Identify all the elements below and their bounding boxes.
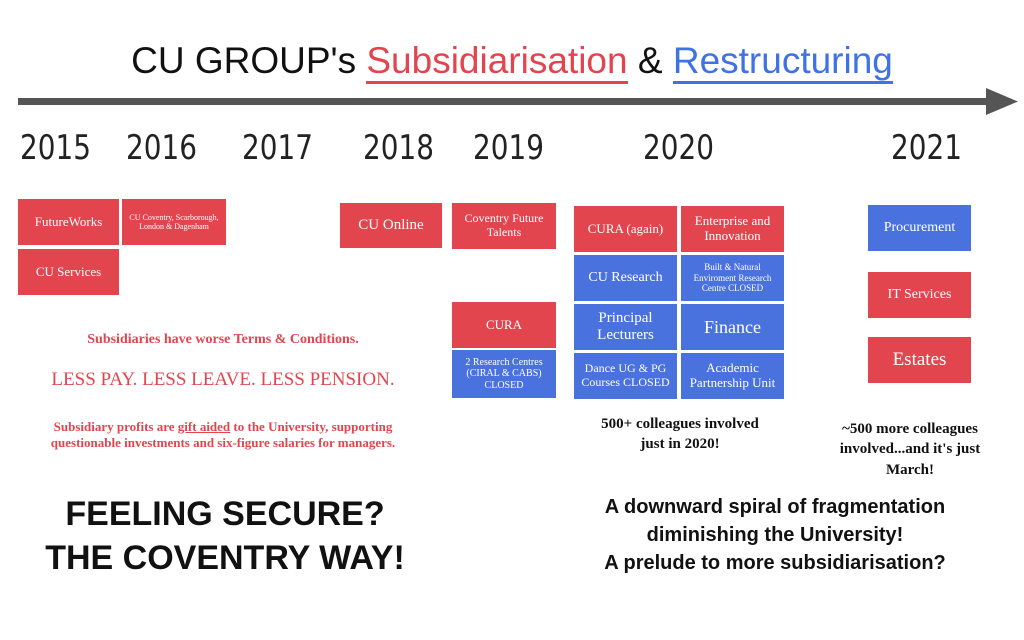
note-colleagues-2021-line1: ~500 more colleagues [842, 421, 978, 437]
note-colleagues-2020-line2: just in 2020! [640, 436, 720, 453]
slogan-feeling-secure: FEELING SECURE? [65, 495, 385, 533]
box-principal-lecturers: Principal Lecturers [574, 304, 677, 350]
box-cu-coventry: CU Coventry, Scarborough, London & Dagen… [122, 199, 226, 245]
box-procurement: Procurement [868, 205, 971, 251]
year-2016: 2016 [126, 128, 197, 168]
slogan-diminishing: diminishing the University! [646, 524, 904, 546]
box-futureworks: FutureWorks [18, 199, 119, 245]
title-subsidiarisation: Subsidiarisation [366, 40, 628, 84]
year-2017: 2017 [242, 128, 313, 168]
year-2015: 2015 [20, 128, 91, 168]
note-less-pay: LESS PAY. LESS LEAVE. LESS PENSION. [51, 369, 395, 390]
box-cura-again: CURA (again) [574, 206, 677, 252]
year-2021: 2021 [891, 128, 962, 168]
page-title: CU GROUP's Subsidiarisation & Restructur… [0, 40, 1024, 84]
timeline-arrow [18, 88, 1018, 115]
slogan-right: A downward spiral of fragmentation dimin… [555, 493, 995, 577]
box-cu-online: CU Online [340, 203, 442, 248]
title-restructuring: Restructuring [672, 40, 893, 84]
note-colleagues-2020-line1: 500+ colleagues involved [601, 416, 759, 432]
slogan-downward-spiral: A downward spiral of fragmentation [604, 496, 946, 518]
title-joiner: & [627, 40, 673, 81]
box-academic-partnership: Academic Partnership Unit [681, 353, 784, 399]
slogan-left: FEELING SECURE? THE COVENTRY WAY! [0, 492, 450, 580]
box-cura-2019: CURA [452, 302, 556, 348]
box-estates: Estates [868, 337, 971, 383]
box-research-centres-closed: 2 Research Centres (CIRAL & CABS) CLOSED [452, 350, 556, 398]
box-cu-services: CU Services [18, 249, 119, 295]
slogan-coventry-way: THE COVENTRY WAY! [45, 539, 405, 578]
year-2019: 2019 [473, 128, 544, 168]
box-enterprise-innovation: Enterprise and Innovation [681, 206, 784, 252]
box-it-services: IT Services [868, 272, 971, 318]
slogan-prelude: A prelude to more subsidiarisation? [604, 552, 946, 574]
note-profits-b: to the University, supporting [230, 419, 393, 434]
box-dance-closed: Dance UG & PG Courses CLOSED [574, 353, 677, 399]
box-coventry-future-talents: Coventry Future Talents [452, 203, 556, 249]
year-2018: 2018 [363, 128, 434, 168]
title-prefix: CU GROUP's [131, 40, 367, 81]
box-finance: Finance [681, 304, 784, 350]
note-profits-line2: questionable investments and six-figure … [50, 435, 396, 450]
box-built-natural-closed: Built & Natural Enviroment Research Cent… [681, 255, 784, 301]
note-colleagues-2021-line2: involved...and it's just [839, 441, 981, 458]
note-profits: Subsidiary profits are gift aided to the… [18, 419, 428, 451]
note-colleagues-2020: 500+ colleagues involved just in 2020! [560, 414, 800, 455]
year-2020: 2020 [643, 128, 714, 168]
note-terms: Subsidiaries have worse Terms & Conditio… [87, 332, 359, 347]
note-colleagues-2021-line3: March! [885, 461, 935, 478]
note-profits-a: Subsidiary profits are [53, 419, 178, 434]
note-profits-gift-aided: gift aided [177, 419, 231, 434]
note-colleagues-2021: ~500 more colleagues involved...and it's… [810, 419, 1010, 480]
box-cu-research: CU Research [574, 255, 677, 301]
